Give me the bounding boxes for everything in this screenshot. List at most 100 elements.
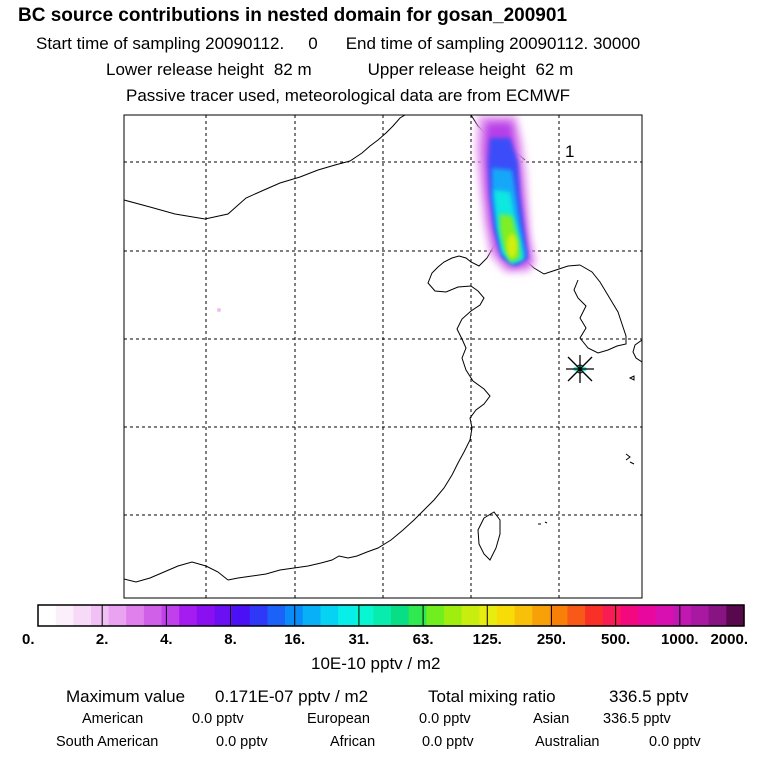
- colorbar-tick-label: 31.: [348, 631, 369, 648]
- colorbar-tick-label: 0.: [22, 631, 35, 648]
- colorbar-cell: [638, 605, 657, 626]
- colorbar-tick-label: 125.: [473, 631, 502, 648]
- colorbar-cell: [302, 605, 321, 626]
- region-south-american-value: 0.0 pptv: [216, 734, 268, 750]
- colorbar-cell: [585, 605, 604, 626]
- plume-core: [507, 234, 517, 258]
- taiwan: [477, 511, 501, 561]
- colorbar-cell: [249, 605, 269, 626]
- colorbar-unit: 10E-10 pptv / m2: [311, 654, 441, 673]
- colorbar-cell: [391, 605, 410, 626]
- map-frame: [123, 114, 643, 599]
- end-time-label: End time of sampling 20090112. 30000: [345, 34, 641, 53]
- upper-release-value: 62 m: [535, 60, 574, 79]
- colorbar-tick-label: 16.: [284, 631, 305, 648]
- colorbar: 0. 2. 4. 8. 16. 31. 63. 125. 250. 500. 1000. 2000.: [22, 604, 748, 648]
- release-height-line: Lower release height 82 m Upper release he…: [106, 60, 573, 80]
- colorbar-cell: [179, 605, 198, 626]
- colorbar-cell: [232, 605, 251, 626]
- colorbar-cell: [126, 605, 145, 626]
- colorbar-cell: [355, 605, 374, 626]
- tracer-plume: [217, 115, 587, 372]
- islet-2: [625, 453, 631, 461]
- colorbar-tick-label: 500.: [601, 631, 630, 648]
- colorbar-cell: [285, 605, 304, 626]
- colorbar-cell: [443, 605, 463, 626]
- colorbar-cell: [320, 605, 339, 626]
- region-african-value: 0.0 pptv: [422, 734, 474, 750]
- tracer-note: Passive tracer used, meteorological data…: [126, 86, 571, 105]
- colorbar-cell: [38, 605, 57, 626]
- bohai-coast: [227, 235, 501, 581]
- panel-label: 1: [565, 142, 574, 161]
- sampling-time-line: Start time of sampling 20090112. 0 End tim…: [36, 34, 640, 54]
- colorbar-frame: [37, 604, 745, 627]
- colorbar-dividers: [101, 605, 681, 626]
- colorbar-cell: [55, 605, 74, 626]
- region-australian-label: Australian: [535, 734, 600, 750]
- total-mixing-label: Total mixing ratio: [428, 687, 556, 706]
- stray-pixel: [217, 308, 221, 312]
- colorbar-tick-label: 2000.: [710, 631, 748, 648]
- colorbar-cell: [549, 605, 569, 626]
- colorbar-tick-label: 1000.: [661, 631, 699, 648]
- total-mixing-value: 336.5 pptv: [609, 687, 689, 706]
- colorbar-cell: [90, 605, 110, 626]
- colorbar-cell: [655, 605, 674, 626]
- chart-title: BC source contributions in nested domain…: [18, 5, 568, 26]
- colorbar-cell: [602, 605, 622, 626]
- colorbar-cell: [726, 605, 745, 626]
- start-hour-value: 0: [308, 34, 318, 53]
- colorbar-cell: [373, 605, 392, 626]
- region-american-value: 0.0 pptv: [192, 711, 244, 727]
- gosan-receptor-icon: [566, 355, 594, 383]
- region-asian-value: 336.5 pptv: [603, 711, 671, 727]
- colorbar-tick-label: 2.: [96, 631, 109, 648]
- colorbar-tick-label: 63.: [413, 631, 434, 648]
- colorbar-cell: [214, 605, 233, 626]
- lower-release-value: 82 m: [273, 60, 312, 79]
- max-value: 0.171E-07 pptv / m2: [215, 687, 369, 706]
- islet-5: [544, 521, 548, 524]
- upper-release-label: Upper release height: [367, 60, 526, 79]
- footprint-map: 1: [123, 114, 643, 599]
- colorbar-cell: [514, 605, 533, 626]
- region-african-label: African: [330, 734, 376, 750]
- colorbar-tick-label: 8.: [224, 631, 237, 648]
- colorbar-cells: [38, 605, 745, 626]
- border-north: [124, 115, 406, 220]
- colorbar-cell: [708, 605, 727, 626]
- colorbar-cell: [426, 605, 445, 626]
- colorbar-cell: [73, 605, 92, 626]
- islet-1: [628, 375, 635, 381]
- colorbar-cell: [338, 605, 357, 626]
- colorbar-cell: [461, 605, 480, 626]
- colorbar-cell: [108, 605, 127, 626]
- colorbar-cell: [567, 605, 586, 626]
- colorbar-cell: [161, 605, 180, 626]
- lower-release-label: Lower release height: [106, 60, 264, 79]
- region-european-value: 0.0 pptv: [419, 711, 471, 727]
- coastlines: [124, 115, 642, 583]
- colorbar-cell: [479, 605, 498, 626]
- hainan-coast: [124, 561, 229, 583]
- korea-peninsula: [573, 264, 627, 354]
- colorbar-cell: [496, 605, 516, 626]
- colorbar-tick-label: 4.: [160, 631, 173, 648]
- colorbar-cell: [620, 605, 639, 626]
- colorbar-cell: [673, 605, 692, 626]
- colorbar-cell: [267, 605, 286, 626]
- colorbar-tick-labels: 0. 2. 4. 8. 16. 31. 63. 125. 250. 500. 1000. 2000.: [22, 631, 748, 648]
- map-gridlines: [124, 115, 642, 598]
- colorbar-tick-label: 250.: [537, 631, 566, 648]
- region-european-label: European: [307, 711, 370, 727]
- region-south-american-label: South American: [56, 734, 159, 750]
- japan-kyushu: [632, 339, 642, 363]
- region-australian-value: 0.0 pptv: [649, 734, 701, 750]
- colorbar-cell: [143, 605, 163, 626]
- colorbar-cell: [196, 605, 216, 626]
- max-value-label: Maximum value: [66, 687, 186, 706]
- start-time-label: Start time of sampling 20090112.: [36, 34, 285, 53]
- colorbar-cell: [408, 605, 427, 626]
- colorbar-cell: [532, 605, 551, 626]
